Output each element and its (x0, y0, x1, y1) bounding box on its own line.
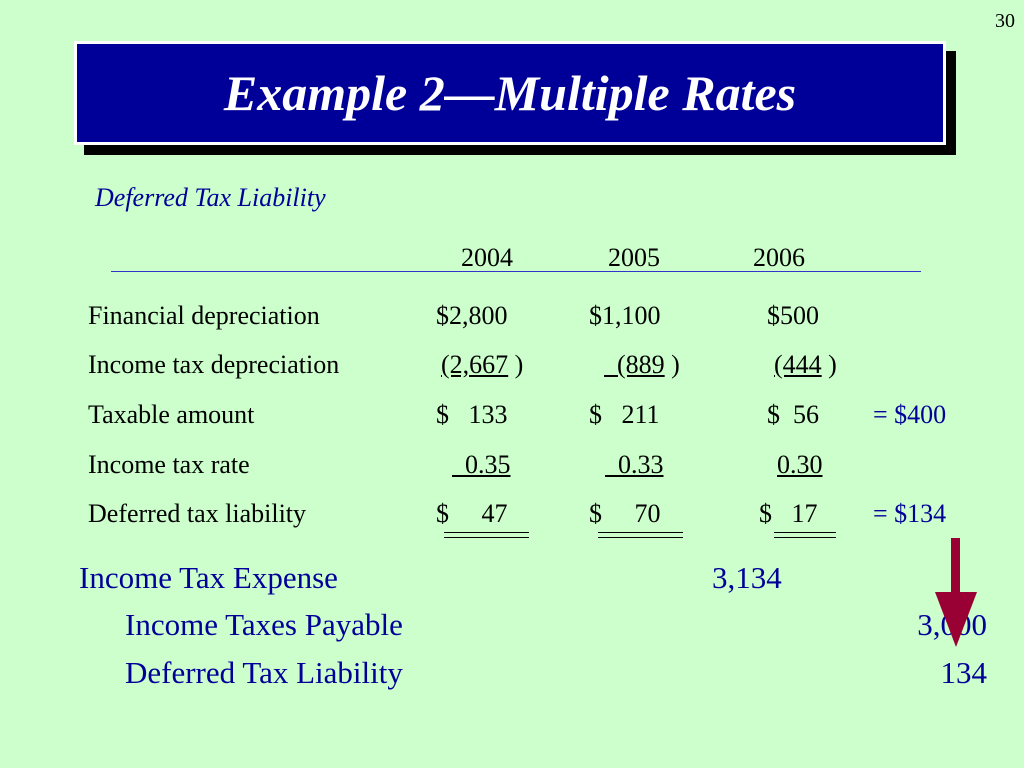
down-arrow-icon (935, 592, 977, 647)
je-credit-account-payable: Income Taxes Payable (125, 607, 403, 642)
je-debit-account: Income Tax Expense (79, 560, 338, 595)
down-arrow-shaft (951, 538, 960, 594)
je-credit-amount-dtl: 134 (940, 655, 988, 690)
cell-taxdep-2005: (889 (617, 350, 665, 379)
row-label-taxable-amount: Taxable amount (88, 400, 255, 429)
section-subtitle: Deferred Tax Liability (95, 183, 326, 212)
double-underline-2006 (774, 532, 836, 538)
taxable-total: = $400 (873, 400, 947, 429)
cell-taxable-2004: $ 133 (436, 400, 508, 429)
je-debit-amount: 3,134 (712, 560, 782, 595)
dtl-total: = $134 (873, 499, 947, 528)
double-underline-2004 (444, 532, 529, 538)
close-paren: ) (508, 350, 524, 379)
row-label-income-tax-rate: Income tax rate (88, 450, 250, 479)
row-label-income-tax-depreciation: Income tax depreciation (88, 350, 340, 379)
cell-dtl-2005: $ 70 (589, 499, 661, 528)
header-rule (111, 271, 921, 272)
je-credit-account-dtl: Deferred Tax Liability (125, 655, 403, 690)
cell-taxdep-2006: (444 (774, 350, 822, 379)
cell-dtl-2006: $ 17 (759, 499, 818, 528)
page-number: 30 (995, 10, 1015, 32)
row-label-financial-depreciation: Financial depreciation (88, 301, 320, 330)
year-header-2006: 2006 (753, 243, 805, 272)
cell-dtl-2004: $ 47 (436, 499, 508, 528)
cell-financial-2005: $1,100 (589, 301, 661, 330)
slide-title: Example 2—Multiple Rates (223, 65, 797, 121)
cell-financial-2006: $500 (767, 301, 819, 330)
cell-rate-2006: 0.30 (777, 450, 823, 479)
cell-rate-2004: 0.35 (465, 450, 511, 479)
cell-taxable-2006: $ 56 (767, 400, 819, 429)
cell-taxdep-2004: (2,667 (441, 350, 509, 379)
cell-taxable-2005: $ 211 (589, 400, 660, 429)
close-paren: ) (664, 350, 680, 379)
cell-financial-2004: $2,800 (436, 301, 508, 330)
year-header-2004: 2004 (461, 243, 513, 272)
close-paren: ) (821, 350, 837, 379)
title-banner: Example 2—Multiple Rates (74, 41, 946, 145)
cell-rate-2005: 0.33 (618, 450, 664, 479)
row-label-deferred-tax-liability: Deferred tax liability (88, 499, 307, 528)
year-header-2005: 2005 (608, 243, 660, 272)
double-underline-2005 (598, 532, 683, 538)
